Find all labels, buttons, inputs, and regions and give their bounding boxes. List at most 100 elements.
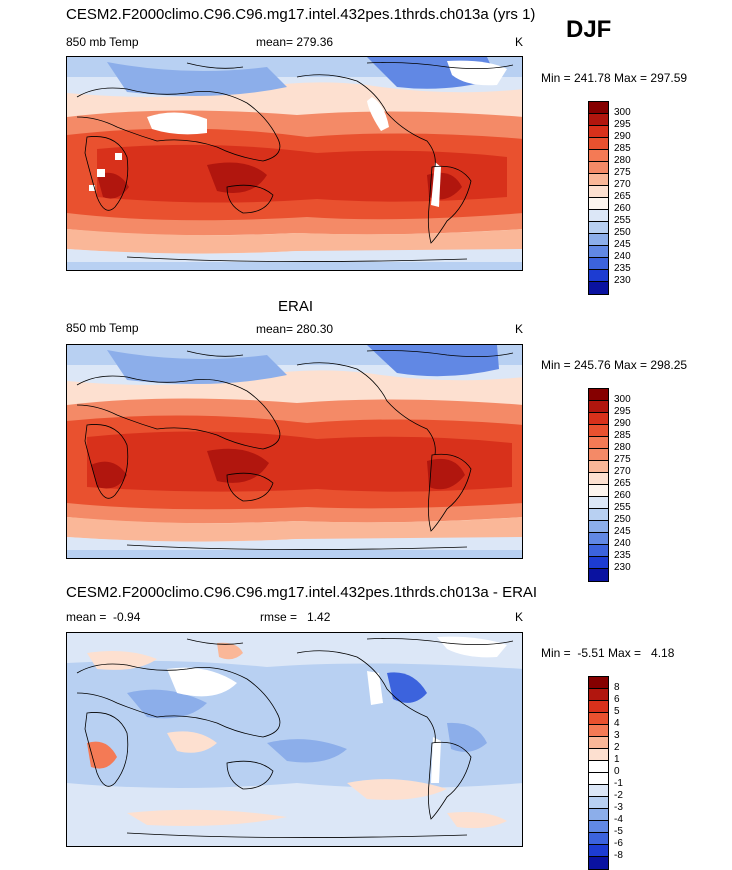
- panel2-tick: 290: [614, 418, 631, 429]
- panel2-tick: 235: [614, 550, 631, 561]
- season-label: DJF: [566, 16, 612, 43]
- panel3-swatch: [589, 809, 608, 821]
- panel2-swatch: [589, 497, 608, 509]
- panel1-swatch: [589, 126, 608, 138]
- panel3-colorbar: [588, 676, 609, 870]
- panel1-tick: 295: [614, 119, 631, 130]
- panel3-swatch: [589, 677, 608, 689]
- panel3-title: CESM2.F2000climo.C96.C96.mg17.intel.432p…: [66, 584, 538, 601]
- panel1-swatch: [589, 234, 608, 246]
- panel2-mean-label: mean= 280.30: [256, 322, 334, 336]
- panel1-tick: 230: [614, 275, 631, 286]
- panel1-swatch: [589, 138, 608, 150]
- panel3-swatch: [589, 689, 608, 701]
- panel2-map: [66, 344, 523, 559]
- panel3-tick: 0: [614, 766, 620, 777]
- panel2-swatch: [589, 509, 608, 521]
- panel3-tick: -5: [614, 826, 623, 837]
- panel3-swatch: [589, 833, 608, 845]
- panel2-variable-label: 850 mb Temp: [66, 321, 139, 335]
- panel3-rmse-label: rmse = 1.42: [260, 610, 331, 624]
- panel1-tick: 265: [614, 191, 631, 202]
- panel2-tick: 240: [614, 538, 631, 549]
- panel3-tick: 6: [614, 694, 620, 705]
- panel2-tick: 265: [614, 478, 631, 489]
- panel1-tick: 255: [614, 215, 631, 226]
- panel2-swatch: [589, 425, 608, 437]
- panel3-minmax: Min = -5.51 Max = 4.18: [541, 646, 675, 660]
- panel3-swatch: [589, 701, 608, 713]
- panel3-swatch: [589, 749, 608, 761]
- panel1-swatch: [589, 114, 608, 126]
- panel1-tick: 270: [614, 179, 631, 190]
- panel1-swatch: [589, 210, 608, 222]
- panel1-mean-label: mean= 279.36: [256, 35, 334, 49]
- panel1-swatch: [589, 174, 608, 186]
- panel1-tick: 250: [614, 227, 631, 238]
- panel1-tick: 240: [614, 251, 631, 262]
- panel2-swatch: [589, 533, 608, 545]
- panel2-tick: 270: [614, 466, 631, 477]
- panel1-units-label: K: [515, 35, 524, 49]
- panel2-tick: 245: [614, 526, 631, 537]
- panel2-tick: 275: [614, 454, 631, 465]
- panel3-swatch: [589, 725, 608, 737]
- panel3-swatch: [589, 797, 608, 809]
- panel3-swatch: [589, 821, 608, 833]
- panel1-variable-label: 850 mb Temp: [66, 35, 139, 49]
- panel2-tick: 280: [614, 442, 631, 453]
- panel3-mean-label: mean = -0.94: [66, 610, 141, 624]
- panel3-swatch: [589, 773, 608, 785]
- panel1-title: CESM2.F2000climo.C96.C96.mg17.intel.432p…: [66, 6, 536, 23]
- panel2-minmax: Min = 245.76 Max = 298.25: [541, 358, 688, 372]
- panel2-title: ERAI: [278, 298, 314, 315]
- panel2-swatch: [589, 413, 608, 425]
- panel1-tick: 245: [614, 239, 631, 250]
- panel1-tick: 300: [614, 107, 631, 118]
- panel1-colorbar: [588, 101, 609, 295]
- panel1-swatch: [589, 282, 608, 294]
- panel3-swatch: [589, 761, 608, 773]
- panel1-swatch: [589, 198, 608, 210]
- panel1-swatch: [589, 186, 608, 198]
- panel1-tick: 235: [614, 263, 631, 274]
- panel1-swatch: [589, 150, 608, 162]
- panel3-tick: -1: [614, 778, 623, 789]
- panel2-tick: 300: [614, 394, 631, 405]
- panel2-swatch: [589, 389, 608, 401]
- panel1-tick: 260: [614, 203, 631, 214]
- panel3-tick: 4: [614, 718, 620, 729]
- panel2-swatch: [589, 461, 608, 473]
- panel2-swatch: [589, 449, 608, 461]
- panel1-swatch: [589, 162, 608, 174]
- panel3-tick: -8: [614, 850, 623, 861]
- panel3-swatch: [589, 713, 608, 725]
- panel2-swatch: [589, 545, 608, 557]
- panel3-units-label: K: [515, 610, 524, 624]
- panel2-swatch: [589, 557, 608, 569]
- panel2-tick: 230: [614, 562, 631, 573]
- panel2-swatch: [589, 437, 608, 449]
- panel1-tick: 290: [614, 131, 631, 142]
- panel1-swatch: [589, 102, 608, 114]
- panel3-tick: 2: [614, 742, 620, 753]
- panel1-swatch: [589, 270, 608, 282]
- panel3-map: [66, 632, 523, 847]
- panel1-minmax: Min = 241.78 Max = 297.59: [541, 71, 688, 85]
- panel2-tick: 255: [614, 502, 631, 513]
- panel2-swatch: [589, 401, 608, 413]
- panel2-colorbar: [588, 388, 609, 582]
- panel3-tick: -3: [614, 802, 623, 813]
- panel2-swatch: [589, 569, 608, 581]
- panel3-tick: 3: [614, 730, 620, 741]
- panel3-tick: -4: [614, 814, 623, 825]
- panel2-tick: 250: [614, 514, 631, 525]
- panel2-units-label: K: [515, 322, 524, 336]
- panel3-swatch: [589, 737, 608, 749]
- panel3-tick: 8: [614, 682, 620, 693]
- panel2-swatch: [589, 473, 608, 485]
- panel2-tick: 295: [614, 406, 631, 417]
- panel3-tick: 5: [614, 706, 620, 717]
- panel3-swatch: [589, 845, 608, 857]
- panel1-tick: 285: [614, 143, 631, 154]
